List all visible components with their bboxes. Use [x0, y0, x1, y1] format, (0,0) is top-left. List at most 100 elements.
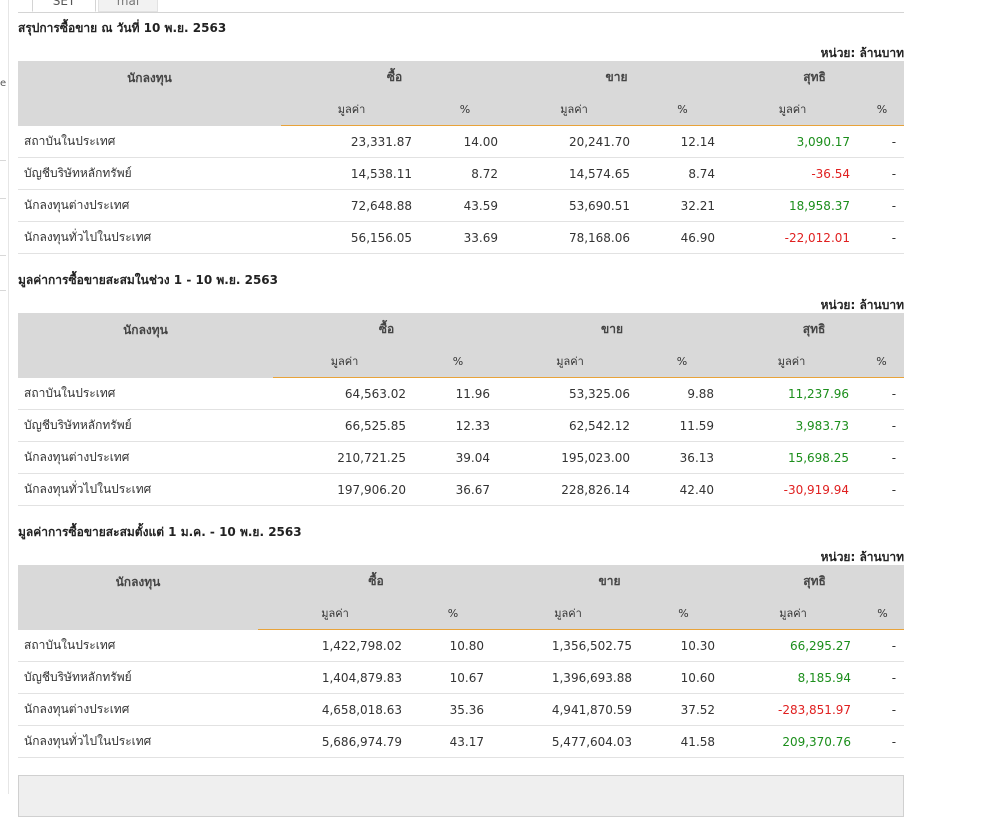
investor-name: นักลงทุนทั่วไปในประเทศ — [18, 473, 273, 506]
net-value: -283,851.97 — [725, 693, 862, 726]
header-buy-percent: % — [412, 597, 495, 630]
buy-value: 23,331.87 — [281, 125, 422, 158]
buy-percent: 10.67 — [412, 661, 495, 694]
table-row: นักลงทุนต่างประเทศ 72,648.88 43.59 53,69… — [18, 189, 905, 222]
header-buy: ซื้อ — [273, 313, 501, 345]
net-value: 8,185.94 — [725, 661, 862, 694]
net-percent: - — [860, 125, 905, 158]
sell-value: 62,542.12 — [500, 409, 641, 442]
net-percent: - — [859, 441, 905, 474]
buy-percent: 43.17 — [412, 725, 495, 758]
header-net-value: มูลค่า — [725, 93, 861, 126]
buy-value: 72,648.88 — [281, 189, 422, 222]
disclaimer-box — [18, 775, 904, 817]
unit-label: หน่วย: ล้านบาท — [820, 550, 904, 564]
buy-percent: 11.96 — [416, 377, 501, 410]
net-percent: - — [861, 661, 905, 694]
buy-percent: 35.36 — [412, 693, 495, 726]
header-sell-value: มูลค่า — [494, 597, 643, 630]
buy-percent: 12.33 — [416, 409, 501, 442]
header-net-value: มูลค่า — [725, 597, 862, 630]
net-value: -36.54 — [725, 157, 861, 190]
header-sell: ขาย — [494, 565, 726, 597]
unit-label: หน่วย: ล้านบาท — [820, 46, 904, 60]
sell-value: 1,356,502.75 — [494, 629, 643, 662]
table-row: สถาบันในประเทศ 64,563.02 11.96 53,325.06… — [18, 377, 905, 410]
investor-name: นักลงทุนต่างประเทศ — [18, 441, 273, 474]
sell-value: 14,574.65 — [508, 157, 641, 190]
table-row: สถาบันในประเทศ 1,422,798.02 10.80 1,356,… — [18, 629, 905, 662]
buy-value: 197,906.20 — [273, 473, 416, 506]
buy-value: 1,404,879.83 — [258, 661, 412, 694]
header-net-percent: % — [859, 345, 905, 378]
unit-label: หน่วย: ล้านบาท — [820, 298, 904, 312]
header-investor: นักลงทุน — [18, 313, 273, 378]
buy-value: 1,422,798.02 — [258, 629, 412, 662]
table-row: บัญชีบริษัทหลักทรัพย์ 66,525.85 12.33 62… — [18, 409, 905, 442]
buy-percent: 8.72 — [422, 157, 509, 190]
table-row: นักลงทุนต่างประเทศ 4,658,018.63 35.36 4,… — [18, 693, 905, 726]
buy-value: 210,721.25 — [273, 441, 416, 474]
net-percent: - — [859, 473, 905, 506]
table-row: นักลงทุนทั่วไปในประเทศ 56,156.05 33.69 7… — [18, 221, 905, 254]
net-percent: - — [861, 693, 905, 726]
investor-name: นักลงทุนทั่วไปในประเทศ — [18, 221, 281, 254]
header-net: สุทธิ — [724, 313, 905, 345]
sell-value: 53,690.51 — [508, 189, 641, 222]
sell-value: 53,325.06 — [500, 377, 641, 410]
net-value: 15,698.25 — [724, 441, 860, 474]
sell-value: 5,477,604.03 — [494, 725, 643, 758]
sell-percent: 10.60 — [642, 661, 726, 694]
header-buy-value: มูลค่า — [281, 93, 422, 126]
header-sell: ขาย — [500, 313, 725, 345]
tab-mai[interactable]: mai — [98, 0, 158, 12]
table-row: นักลงทุนต่างประเทศ 210,721.25 39.04 195,… — [18, 441, 905, 474]
buy-percent: 43.59 — [422, 189, 509, 222]
header-buy-percent: % — [422, 93, 509, 126]
header-sell-value: มูลค่า — [508, 93, 641, 126]
net-percent: - — [860, 189, 905, 222]
buy-percent: 39.04 — [416, 441, 501, 474]
investor-name: บัญชีบริษัทหลักทรัพย์ — [18, 409, 273, 442]
year-to-date-table: นักลงทุน ซื้อ ขาย สุทธิ มูลค่า % มูลค่า … — [18, 565, 905, 758]
divider — [0, 198, 6, 199]
section-title-year-to-date: มูลค่าการซื้อขายสะสมตั้งแต่ 1 ม.ค. - 10 … — [18, 525, 302, 539]
tab-set[interactable]: SET — [32, 0, 96, 12]
sell-value: 20,241.70 — [508, 125, 641, 158]
header-buy-percent: % — [416, 345, 501, 378]
header-net-value: มูลค่า — [724, 345, 860, 378]
investor-name: นักลงทุนต่างประเทศ — [18, 693, 258, 726]
buy-value: 56,156.05 — [281, 221, 422, 254]
investor-name: สถาบันในประเทศ — [18, 377, 273, 410]
sell-percent: 12.14 — [640, 125, 726, 158]
divider — [0, 160, 6, 161]
sell-value: 195,023.00 — [500, 441, 641, 474]
buy-value: 64,563.02 — [273, 377, 416, 410]
net-value: -22,012.01 — [725, 221, 861, 254]
net-value: 3,090.17 — [725, 125, 861, 158]
header-sell-value: มูลค่า — [500, 345, 641, 378]
header-net: สุทธิ — [725, 61, 905, 93]
buy-value: 66,525.85 — [273, 409, 416, 442]
table-row: บัญชีบริษัทหลักทรัพย์ 14,538.11 8.72 14,… — [18, 157, 905, 190]
header-buy-value: มูลค่า — [273, 345, 416, 378]
sell-percent: 46.90 — [640, 221, 726, 254]
sell-percent: 32.21 — [640, 189, 726, 222]
sell-percent: 10.30 — [642, 629, 726, 662]
investor-name: บัญชีบริษัทหลักทรัพย์ — [18, 661, 258, 694]
header-sell: ขาย — [508, 61, 726, 93]
clipped-text-fragment: e — [0, 78, 7, 89]
divider — [0, 255, 6, 256]
section-title-daily: สรุปการซื้อขาย ณ วันที่ 10 พ.ย. 2563 — [18, 21, 227, 35]
net-percent: - — [861, 725, 905, 758]
net-value: -30,919.94 — [724, 473, 860, 506]
sell-percent: 42.40 — [640, 473, 725, 506]
net-value: 209,370.76 — [725, 725, 862, 758]
sell-percent: 41.58 — [642, 725, 726, 758]
sell-value: 4,941,870.59 — [494, 693, 643, 726]
buy-percent: 33.69 — [422, 221, 509, 254]
buy-percent: 36.67 — [416, 473, 501, 506]
header-net-percent: % — [861, 597, 905, 630]
divider — [0, 290, 6, 291]
net-percent: - — [859, 409, 905, 442]
